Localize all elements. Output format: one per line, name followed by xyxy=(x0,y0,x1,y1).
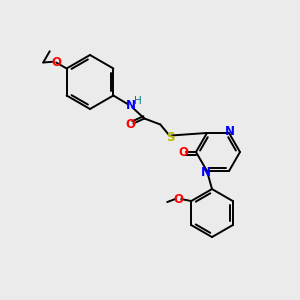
Text: O: O xyxy=(125,118,135,131)
Text: H: H xyxy=(134,97,141,106)
Text: O: O xyxy=(173,193,183,206)
Text: O: O xyxy=(178,146,188,158)
Text: S: S xyxy=(166,131,175,144)
Text: N: N xyxy=(201,166,211,178)
Text: N: N xyxy=(125,99,135,112)
Text: N: N xyxy=(225,125,235,138)
Text: O: O xyxy=(51,56,61,69)
